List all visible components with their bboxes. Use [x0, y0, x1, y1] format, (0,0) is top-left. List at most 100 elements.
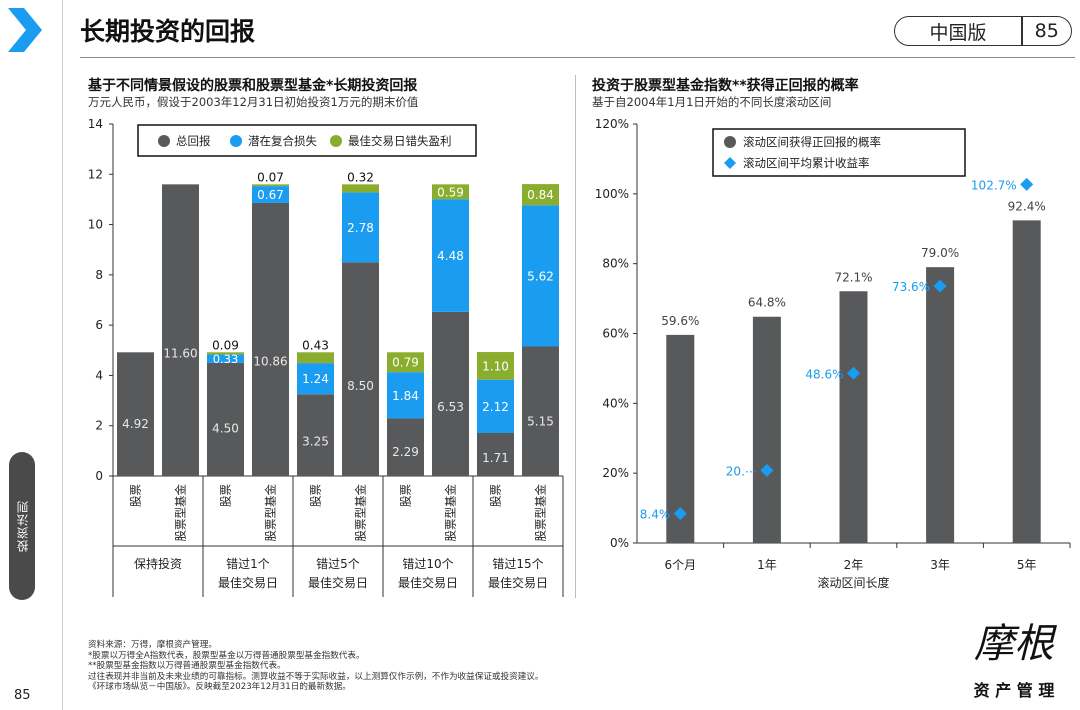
footnote-line: *股票以万得全A指数代表，股票型基金以万得普通股票型基金指数代表。	[88, 650, 365, 661]
legend-marker	[724, 157, 736, 169]
bar-segment	[432, 184, 469, 200]
section-tab[interactable]: 投资法则	[9, 452, 35, 600]
legend-marker	[230, 135, 242, 147]
bar-segment	[342, 262, 379, 476]
bar-value-label: 79.0%	[921, 246, 959, 260]
bar-segment	[207, 362, 244, 476]
bar-value-label: 92.4%	[1008, 199, 1046, 213]
probability-bar	[839, 291, 868, 543]
footnote-line: 资料来源：万得，摩根资产管理。	[88, 640, 217, 650]
data-label: 4.50	[212, 421, 239, 435]
data-label: 0.67	[257, 188, 284, 202]
legend-label: 滚动区间获得正回报的概率	[743, 135, 881, 149]
group-label: 错过5个	[316, 557, 360, 571]
data-label: 10.86	[253, 354, 287, 368]
bar-segment	[432, 311, 469, 476]
probability-bar	[926, 267, 955, 543]
y-tick-label: 8	[95, 268, 103, 282]
logo-sub: 资 产 管 理	[974, 681, 1055, 700]
probability-bar	[1012, 220, 1041, 543]
data-label: 0.33	[213, 352, 239, 366]
y-tick-label: 60%	[602, 327, 629, 341]
x-category-label: 5年	[1017, 558, 1037, 572]
bar-segment	[342, 192, 379, 263]
footnotes: 资料来源：万得，摩根资产管理。 *股票以万得全A指数代表，股票型基金以万得普通股…	[88, 640, 543, 693]
bar-category-label: 股票	[219, 484, 233, 507]
marker-value-label: 73.6%	[892, 280, 930, 294]
group-label: 最佳交易日	[488, 575, 548, 590]
chart-divider	[575, 75, 576, 598]
y-tick-label: 40%	[602, 396, 629, 410]
return-marker	[933, 279, 947, 293]
x-axis-title: 滚动区间长度	[817, 575, 889, 590]
data-label: 3.25	[302, 435, 329, 449]
bar-segment	[522, 346, 559, 476]
y-tick-label: 2	[95, 419, 103, 433]
x-category-label: 2年	[844, 558, 864, 572]
legend-label: 最佳交易日错失盈利	[348, 134, 452, 148]
bar-segment	[477, 352, 514, 380]
bar-value-label: 72.1%	[834, 270, 872, 284]
bar-segment	[522, 205, 559, 347]
bar-segment	[297, 394, 334, 476]
page-number-bottom: 85	[14, 688, 31, 703]
page-title: 长期投资的回报	[80, 17, 256, 46]
bar-segment	[477, 379, 514, 434]
footnote-line: **股票型基金指数以万得普通股票型基金指数代表。	[88, 661, 286, 672]
bar-segment	[252, 202, 289, 476]
group-label: 最佳交易日	[218, 575, 278, 590]
bar-segment	[252, 184, 289, 187]
data-label: 2.12	[482, 400, 509, 414]
bar-value-label: 59.6%	[661, 314, 699, 328]
probability-bar	[752, 316, 781, 543]
long-term-return-chart: 0 2 4 6 8 10 12 14 4.92 股票 11.60 股票型基金 4.50 0.330.09 股…	[88, 117, 564, 597]
data-label: 6.53	[437, 400, 464, 414]
data-label: 8.50	[347, 379, 374, 393]
bar-category-label: 股票	[309, 484, 323, 507]
group-label: 错过1个	[226, 557, 270, 571]
data-label: 2.78	[347, 221, 374, 235]
y-tick-label: 120%	[595, 117, 629, 131]
return-marker	[673, 507, 687, 521]
bar-segment	[297, 363, 334, 395]
bar-segment	[387, 372, 424, 419]
bar-value-label: 64.8%	[748, 296, 786, 310]
bar-segment	[207, 354, 244, 363]
right-chart-subtitle: 基于自2004年1月1日开始的不同长度滚动区间	[592, 95, 832, 109]
group-label: 最佳交易日	[308, 575, 368, 590]
marker-value-label: 20.⋯	[726, 464, 757, 478]
group-label: 错过15个	[492, 557, 543, 571]
sidebar-divider	[62, 0, 63, 710]
legend-label: 潜在复合损失	[248, 134, 317, 148]
bar-segment	[207, 352, 244, 355]
legend-marker	[330, 135, 342, 147]
data-label: 11.60	[163, 347, 197, 361]
y-tick-label: 4	[95, 368, 103, 382]
left-chart-title: 基于不同情景假设的股票和股票型基金*长期投资回报	[88, 78, 418, 94]
y-tick-label: 80%	[602, 257, 629, 271]
data-label: 0.07	[257, 170, 284, 184]
bar-category-label: 股票型基金	[534, 484, 548, 542]
y-tick-label: 0%	[610, 536, 629, 550]
bar-category-label: 股票型基金	[174, 484, 188, 542]
return-marker	[1020, 177, 1034, 191]
legend-label: 滚动区间平均累计收益率	[743, 156, 870, 170]
legend-label: 总回报	[176, 134, 211, 148]
footnote-line: 过往表现并非当前及未来业绩的可靠指标。测算收益不等于实际收益，以上测算仅作示例，…	[88, 671, 544, 682]
edition-label: 中国版	[929, 21, 987, 44]
legend-box	[712, 128, 966, 177]
bar-category-label: 股票型基金	[354, 484, 368, 542]
bar-segment	[252, 186, 289, 203]
marker-value-label: 48.6%	[805, 367, 843, 381]
chevron-right-icon	[8, 8, 42, 52]
footnote-line: 《环球市场纵览－中国版》。反映截至2023年12月31日的最新数据。	[88, 682, 351, 693]
y-tick-label: 10	[88, 218, 103, 232]
page-number-top: 85	[1034, 20, 1059, 42]
data-label: 0.32	[347, 170, 374, 184]
positive-return-probability-chart: 0% 20% 40% 60% 80% 100% 120% 59.6% 8.4% 6个月 64.8% 2…	[595, 117, 1071, 590]
data-label: 4.92	[122, 417, 149, 431]
return-marker	[847, 366, 860, 380]
legend-marker	[158, 135, 170, 147]
bar-segment	[297, 352, 334, 364]
bar-segment	[477, 433, 514, 476]
